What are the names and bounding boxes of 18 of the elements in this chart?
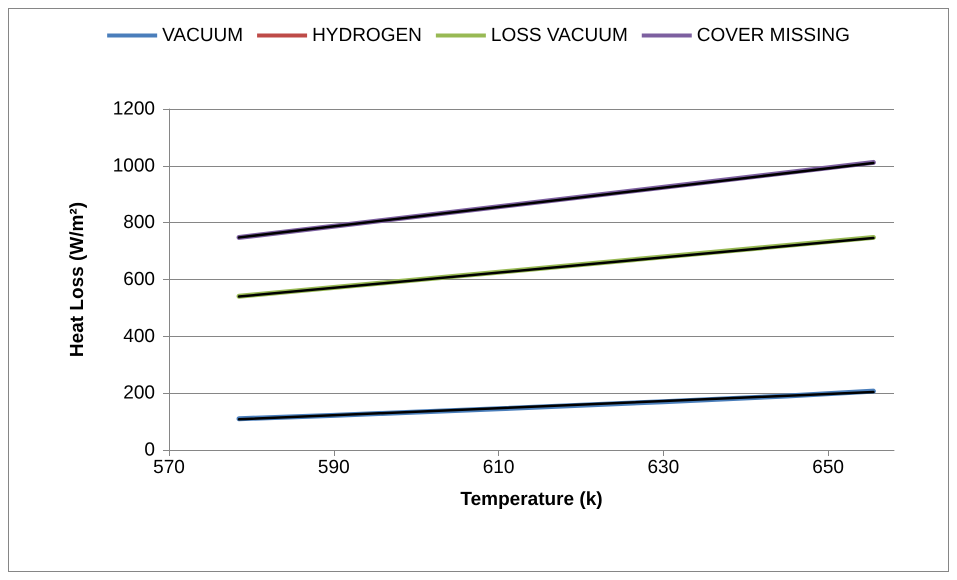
y-tick-label: 1200 [112, 98, 155, 120]
y-tick-label: 200 [123, 382, 155, 404]
legend-label: LOSS VACUUM [490, 25, 628, 46]
x-tick-label: 610 [482, 457, 514, 478]
legend-label: VACUUM [162, 25, 244, 46]
x-tick-label: 630 [647, 457, 680, 478]
x-tick-label: 590 [318, 457, 350, 478]
x-tick-label: 570 [153, 457, 185, 478]
legend-label: HYDROGEN [312, 25, 422, 46]
x-axis-title: Temperature (k) [460, 489, 603, 510]
y-tick-label: 0 [144, 440, 155, 460]
x-tick-label: 650 [812, 457, 844, 478]
legend-label: COVER MISSING [696, 25, 850, 46]
y-tick-label: 1000 [112, 155, 155, 176]
y-tick-label: 600 [123, 269, 155, 290]
y-tick-label: 400 [123, 326, 155, 347]
y-tick-label: 800 [123, 212, 155, 234]
y-axis-title: Heat Loss (W/m²) [67, 202, 88, 358]
